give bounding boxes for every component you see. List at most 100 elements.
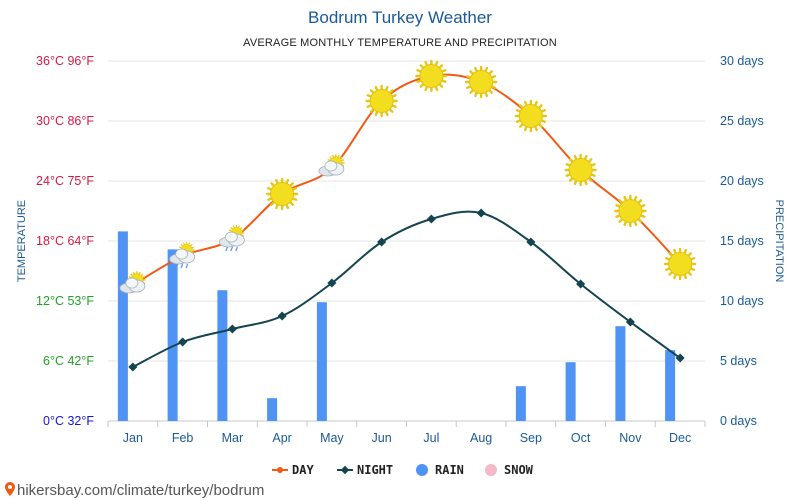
sun-icon <box>663 247 697 281</box>
legend-label: SNOW <box>504 463 534 477</box>
sun-disc <box>568 158 593 182</box>
cloud-puff <box>175 248 189 260</box>
rain-bar <box>117 231 128 421</box>
sun-icon <box>265 177 299 211</box>
month-axis: Jan Feb Mar Apr May Jun Jul Aug Sep Oct Nov Dec <box>123 431 691 445</box>
y-right-tick-label: 25 days <box>720 114 764 128</box>
x-tick-label: Jan <box>123 431 143 445</box>
sun-icon <box>415 59 448 93</box>
rain-bar <box>515 386 526 421</box>
rain-cloud-icon <box>169 241 196 269</box>
precipitation-axis: 0 days 5 days 10 days 15 days 20 days 25 days… <box>720 54 764 428</box>
location-pin-icon <box>5 482 15 496</box>
y-left-tick-label: 0°C 32°F <box>43 414 94 428</box>
y-left-tick-label: 12°C 53°F <box>36 294 94 308</box>
sun-disc <box>369 89 394 113</box>
rain-drop <box>185 263 189 269</box>
rain-bar <box>665 350 676 421</box>
y-right-tick-label: 30 days <box>720 54 764 68</box>
sun-icon <box>365 84 398 118</box>
x-tick-label: Mar <box>222 431 244 445</box>
rain-bar <box>316 302 327 421</box>
y-right-tick-label: 20 days <box>720 174 764 188</box>
x-tick-label: Dec <box>669 431 691 445</box>
night-point <box>277 311 287 321</box>
rain-bar <box>565 362 576 421</box>
cloud-puff <box>224 231 238 243</box>
rain-drop <box>225 246 228 252</box>
source-url: hikersbay.com/climate/turkey/bodrum <box>17 482 264 499</box>
legend-label: RAIN <box>435 463 464 477</box>
sun-icon <box>464 65 498 99</box>
x-tick-label: Nov <box>619 431 642 445</box>
x-tick-label: Oct <box>571 431 591 445</box>
rain-bar <box>615 326 626 421</box>
night-series <box>128 208 685 372</box>
rain-drop <box>180 263 184 269</box>
source-link[interactable]: hikersbay.com/climate/turkey/bodrum <box>5 482 264 499</box>
legend-label: DAY <box>292 463 314 477</box>
sun-disc <box>270 182 295 206</box>
chart-subtitle: AVERAGE MONTHLY TEMPERATURE AND PRECIPIT… <box>243 37 557 49</box>
rain-bar <box>217 290 228 421</box>
legend: DAY NIGHT RAIN SNOW <box>272 463 534 477</box>
y-left-tick-label: 18°C 64°F <box>36 234 94 248</box>
rain-drop <box>230 246 233 252</box>
legend-label: NIGHT <box>357 463 393 477</box>
sun-icon <box>514 99 548 133</box>
legend-item-day: DAY <box>272 463 314 477</box>
weather-icons <box>119 59 697 294</box>
partly-cloudy-icon <box>119 271 146 294</box>
y-left-tick-label: 6°C 42°F <box>43 354 94 368</box>
rain-bars <box>117 231 676 421</box>
sun-disc <box>618 199 643 223</box>
rain-bar <box>167 249 178 421</box>
y-left-axis-label: TEMPERATURE <box>16 200 28 282</box>
legend-item-night: NIGHT <box>337 463 393 477</box>
sun-icon <box>614 194 647 228</box>
x-tick-label: Aug <box>470 431 492 445</box>
sun-icon <box>564 153 597 187</box>
rain-drop <box>175 263 179 269</box>
y-left-tick-label: 24°C 75°F <box>36 174 94 188</box>
temperature-axis: 0°C 32°F 6°C 42°F 12°C 53°F 18°C 64°F 24°C 7… <box>36 54 94 428</box>
sun-disc <box>668 252 693 276</box>
night-line <box>132 210 681 368</box>
y-right-tick-label: 15 days <box>720 234 764 248</box>
legend-item-snow: SNOW <box>485 463 534 477</box>
night-point <box>128 362 138 372</box>
rain-cloud-icon <box>218 224 245 252</box>
y-right-tick-label: 10 days <box>720 294 764 308</box>
legend-marker <box>277 467 283 473</box>
sun-disc <box>518 104 543 128</box>
y-right-tick-label: 0 days <box>720 414 757 428</box>
legend-marker <box>340 465 350 475</box>
grid-lines <box>107 60 706 427</box>
sun-disc <box>419 64 444 88</box>
day-line <box>132 73 681 286</box>
x-tick-label: Feb <box>172 431 194 445</box>
y-right-tick-label: 5 days <box>720 354 757 368</box>
cloud-puff <box>324 160 338 172</box>
legend-dot-snow <box>485 464 497 476</box>
x-tick-label: Jul <box>423 431 439 445</box>
x-tick-label: May <box>320 431 344 445</box>
legend-dot-rain <box>416 464 428 476</box>
night-point <box>227 324 237 334</box>
y-left-tick-label: 36°C 96°F <box>36 54 94 68</box>
y-left-tick-label: 30°C 86°F <box>36 114 94 128</box>
partly-cloudy-icon <box>318 154 345 177</box>
day-series <box>132 73 681 286</box>
x-tick-label: Jun <box>372 431 392 445</box>
chart-title: Bodrum Turkey Weather <box>308 8 492 27</box>
legend-item-rain: RAIN <box>416 463 464 477</box>
rain-drop <box>235 246 238 252</box>
rain-bar <box>267 398 278 421</box>
night-point <box>476 208 486 218</box>
sun-disc <box>469 70 494 94</box>
x-tick-label: Apr <box>272 431 291 445</box>
x-tick-label: Sep <box>520 431 542 445</box>
night-point <box>178 337 188 347</box>
cloud-puff <box>125 277 139 289</box>
